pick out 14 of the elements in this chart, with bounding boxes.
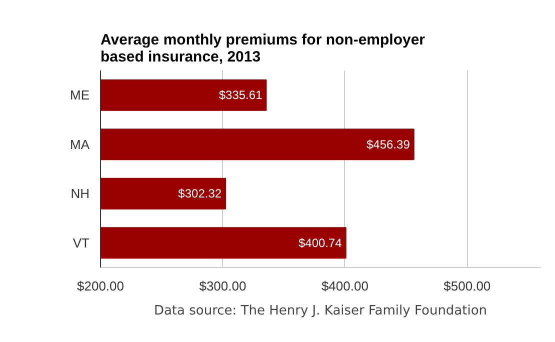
y-tick-label: VT <box>72 235 90 250</box>
y-tick-label: NH <box>70 186 90 202</box>
x-tick-label: $200.00 <box>77 278 124 294</box>
data-label: $400.74 <box>298 236 342 250</box>
data-label: $302.32 <box>178 186 222 201</box>
y-tick-label: MA <box>70 136 90 152</box>
x-tick-label: $400.00 <box>321 278 368 294</box>
data-label: $335.61 <box>218 88 263 102</box>
source-note: Data source: The Henry J. Kaiser Family Foundation <box>154 304 488 318</box>
data-label: $456.39 <box>366 137 410 152</box>
x-tick-label: $500.00 <box>444 278 491 294</box>
x-tick-label: $300.00 <box>199 278 246 294</box>
chart-title: Average monthly premiums for non-employer based insurance, 2013 <box>100 32 426 66</box>
y-tick-label: ME <box>70 88 90 103</box>
